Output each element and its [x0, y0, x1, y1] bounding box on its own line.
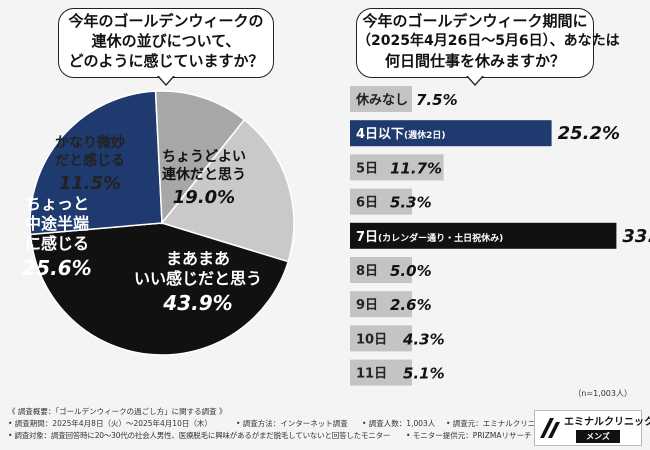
- bar: [350, 291, 412, 318]
- pie-slice: [154, 90, 246, 226]
- pie-slice: [29, 90, 163, 236]
- bar: [350, 120, 552, 147]
- survey-period: • 調査期間：2025年4月8日（火）〜2025年4月10日（木）: [8, 419, 212, 428]
- pie-label-line: だと感じる: [55, 152, 125, 169]
- pie-label-line: かなり微妙: [55, 134, 125, 151]
- survey-method: • 調査方法：インターネット調査: [236, 419, 348, 428]
- survey-provider: • モニター提供元：PRIZMAリサーチ: [406, 431, 532, 440]
- bar: [350, 154, 444, 181]
- survey-footer: 《 調査概要：「ゴールデンウィークの過ごし方」に関する調査 》 • 調査期間：2…: [0, 404, 650, 450]
- bar: [350, 325, 412, 352]
- sample-size-note: （n=1,003人）: [573, 389, 632, 398]
- bar-category-note: (カレンダー通り・土日祝休み): [378, 232, 503, 244]
- bar-category-note: (週休2日): [404, 129, 446, 141]
- bar-category-label: 9日: [356, 298, 378, 313]
- bar-value-label: 11.7%: [390, 159, 442, 177]
- question-right-line: 今年のゴールデンウィーク期間に: [362, 12, 588, 30]
- survey-source: • 調査元：エミナルクリニックメンズ: [446, 419, 573, 428]
- bar-value-label: 5.1%: [403, 365, 445, 383]
- logo-sub: メンズ: [576, 430, 620, 443]
- bar: [350, 188, 412, 215]
- pie-label-line: いい感じだと思う: [134, 269, 262, 288]
- bar-value-label: 25.2%: [558, 123, 620, 144]
- bar: [350, 257, 412, 283]
- bar-category-label: 10日: [356, 332, 387, 347]
- bar-value-label: 5.0%: [390, 262, 432, 280]
- bar-category-label: 4日以下(週休2日): [356, 127, 446, 142]
- survey-target: • 調査対象：調査回答時に20〜30代の社会人男性、医療脱毛に興味があるがまだ脱…: [8, 431, 391, 440]
- survey-count: • 調査人数：1,003人: [362, 419, 436, 428]
- question-right-line: （2025年4月26日〜5月6日）、あなたは: [357, 33, 620, 49]
- pie-label-line: ちょっと: [25, 194, 89, 213]
- pie-value-label: 43.9%: [162, 291, 232, 315]
- bar-value-label: 2.6%: [390, 296, 432, 314]
- clinic-logo: エミナルクリニック メンズ: [534, 410, 650, 446]
- pie-label-line: に感じる: [25, 234, 89, 253]
- pie-slice: [160, 118, 295, 263]
- question-left-line: どのように感じていますか？: [68, 52, 264, 70]
- question-left-line: 連休の並びについて、: [91, 32, 241, 50]
- bar-value-label: 33.3%: [622, 226, 650, 247]
- pie-label-line: 中途半端: [25, 214, 89, 233]
- bar-value-label: 5.3%: [390, 194, 432, 212]
- pie-value-label: 11.5%: [59, 173, 121, 194]
- bar: [350, 359, 412, 386]
- question-right-line: 何日間仕事を休みますか？: [384, 52, 565, 70]
- pie-label-line: ちょうどよい: [162, 149, 246, 165]
- bar-chart: 休みなし 7.5% 4日以下(週休2日) 25.2% 5日 11.7% 6日 5.3% 7日(カ…: [350, 86, 650, 386]
- bar: [350, 222, 617, 249]
- bar-value-label: 7.5%: [416, 91, 458, 109]
- bubble-tail-inner: [467, 75, 483, 84]
- survey-title: 《 調査概要：「ゴールデンウィークの過ごし方」に関する調査 》: [8, 407, 227, 416]
- logo-name: エミナルクリニック: [564, 417, 650, 428]
- bar-category-label: 5日: [356, 161, 378, 176]
- question-left-line: 今年のゴールデンウィークの: [68, 12, 264, 30]
- bar-category-label: 7日(カレンダー通り・土日祝休み): [356, 230, 503, 245]
- question-right: 今年のゴールデンウィーク期間に （2025年4月26日〜5月6日）、あなたは 何…: [356, 8, 620, 78]
- bar-category-label: 11日: [356, 367, 387, 382]
- pie-value-label: 19.0%: [173, 187, 235, 208]
- pie-slice: [29, 222, 290, 356]
- bubble-tail-inner: [158, 75, 174, 84]
- pie-value-label: 25.6%: [22, 256, 91, 280]
- pie-label-line: 連休だと思う: [162, 166, 246, 183]
- question-left: 今年のゴールデンウィークの 連休の並びについて、 どのように感じていますか？: [58, 8, 274, 78]
- bar-value-label: 4.3%: [402, 330, 445, 348]
- bar-category-label: 8日: [356, 264, 378, 279]
- bar-category-label: 休みなし: [355, 92, 408, 108]
- bar: [350, 86, 412, 112]
- pie-label-line: まあまあ: [166, 249, 230, 268]
- bar-category-label: 6日: [356, 196, 378, 211]
